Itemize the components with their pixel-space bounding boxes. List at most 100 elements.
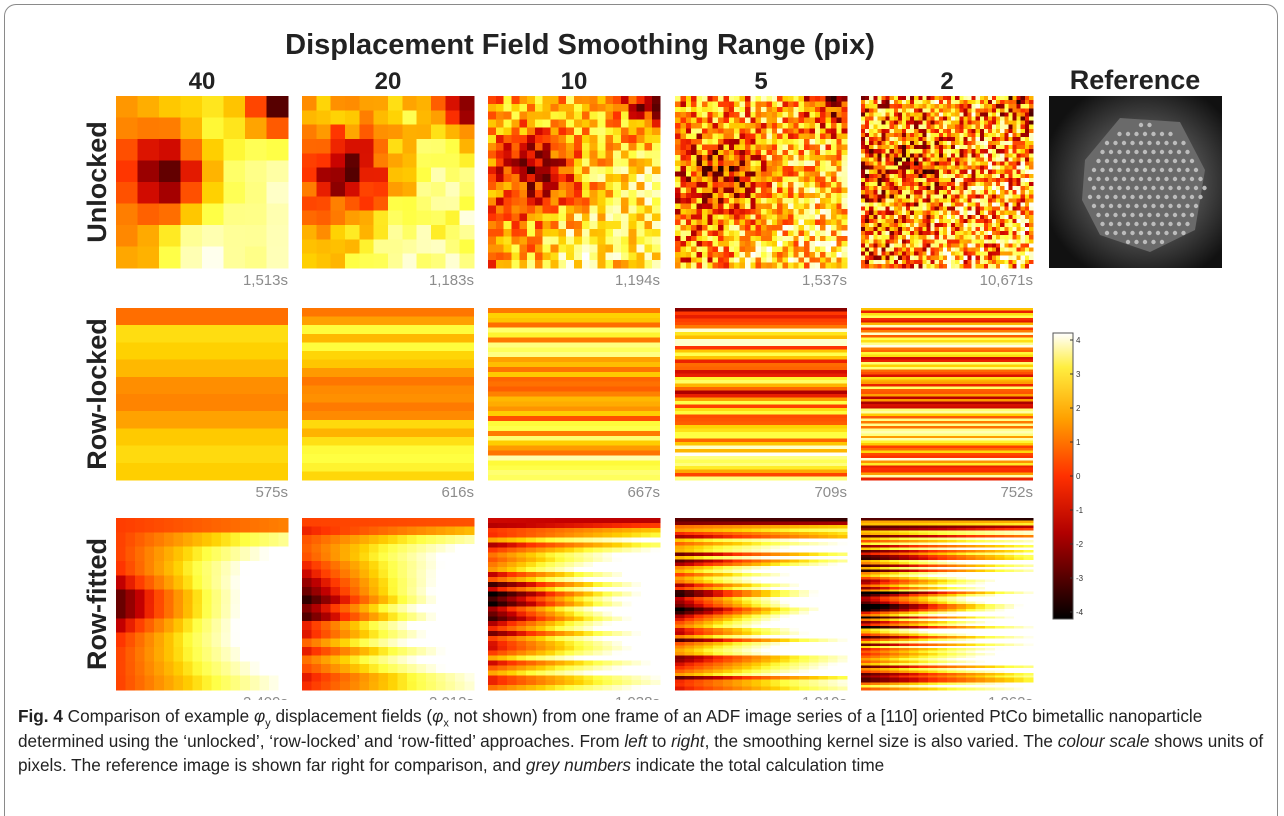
map-cell [702,263,708,269]
map-cell [963,153,968,158]
map-cell [555,567,565,573]
map-cell [511,213,519,221]
map-cell [605,127,613,135]
map-cell [1008,174,1013,179]
map-cell [972,104,977,109]
map-cell [1004,174,1009,179]
map-cell [302,681,312,690]
map-cell [641,538,651,544]
map-cell [316,110,331,125]
map-cell [943,125,948,130]
map-cell [831,247,837,253]
map-cell [135,618,145,633]
map-cell [629,104,637,112]
map-cell [245,225,267,247]
map-cell [402,182,417,197]
map-cell [704,525,714,529]
map-cell [959,100,964,105]
map-cell [517,646,527,652]
map-cell [675,171,681,177]
map-cell [766,134,772,140]
map-cell [732,532,742,536]
map-cell [1021,252,1026,257]
map-cell [221,647,231,662]
map-cell [869,235,874,240]
map-cell [984,162,989,167]
map-cell [955,252,960,257]
map-cell [865,100,870,105]
map-cell [783,257,789,263]
map-cell [231,604,241,619]
map-cell [996,202,1001,207]
map-cell [426,673,436,682]
map-cell [980,256,985,261]
map-cell [536,680,546,686]
map-cell [517,538,527,544]
map-cell [650,547,660,553]
map-cell [603,587,613,593]
map-cell [1025,125,1030,130]
map-cell [650,611,660,617]
map-cell [951,170,956,175]
map-cell [278,547,288,562]
map-cell [963,174,968,179]
map-cell [278,518,288,533]
map-cell [1004,145,1009,150]
map-cell [555,626,565,632]
map-cell [507,661,517,667]
map-cell [922,96,927,101]
map-cell [820,204,826,210]
map-cell [1025,133,1030,138]
map-cell [417,647,427,656]
map-cell [555,656,565,662]
map-cell [914,252,919,257]
map-cell [488,626,498,632]
map-cell [527,112,535,120]
map-cell [927,260,932,265]
map-cell [898,108,903,113]
map-cell [135,532,145,547]
map-cell [224,161,246,183]
map-cell [761,214,767,220]
map-cell [972,133,977,138]
map-cell [192,676,202,691]
map-cell [702,187,708,193]
map-cell [605,252,613,260]
map-cell [582,237,590,245]
map-cell [865,178,870,183]
map-cell [551,237,559,245]
map-cell [702,101,708,107]
map-cell [702,150,708,156]
map-cell [545,572,555,578]
map-cell [455,552,465,561]
map-cell [350,570,360,579]
map-stripe [302,334,474,343]
map-cell [761,528,771,532]
map-cell [828,518,838,522]
map-cell [154,647,164,662]
map-cell [331,254,346,269]
map-cell [947,112,952,117]
map-cell [713,528,723,532]
map-cell [820,139,826,145]
map-cell [898,219,903,224]
map-cell [992,198,997,203]
map-cell [566,260,574,268]
map-cell [756,187,762,193]
map-cell [877,202,882,207]
map-cell [777,139,783,145]
map-cell [507,626,517,632]
map-cell [988,121,993,126]
map-cell [931,202,936,207]
map-cell [436,518,446,527]
map-cell [756,101,762,107]
map-cell [691,155,697,161]
map-cell [951,133,956,138]
map-cell [894,137,899,142]
map-cell [464,595,474,604]
map-cell [723,241,729,247]
map-cell [650,533,660,539]
map-cell [943,116,948,121]
map-cell [756,236,762,242]
map-cell [116,118,138,140]
